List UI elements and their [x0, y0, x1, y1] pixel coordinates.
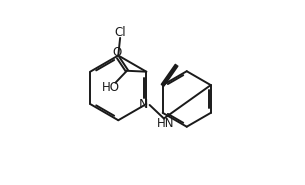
Text: N: N — [138, 97, 148, 111]
Text: Cl: Cl — [114, 26, 126, 39]
Text: O: O — [113, 46, 122, 59]
Text: HN: HN — [157, 117, 174, 130]
Text: HO: HO — [102, 81, 120, 94]
